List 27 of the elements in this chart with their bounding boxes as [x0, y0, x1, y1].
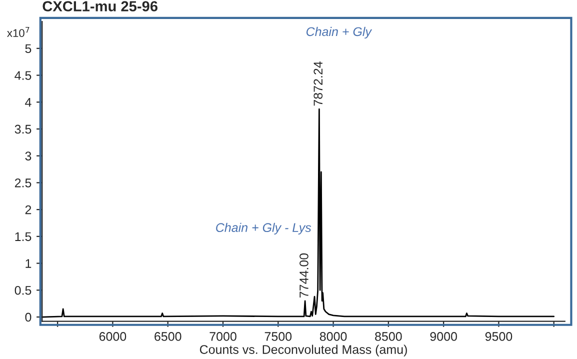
y-tick-label: 4.5	[14, 71, 32, 80]
y-tick-label: 1	[26, 259, 32, 268]
y-tick-label: 2	[25, 205, 32, 214]
annotation: 7744.00	[300, 253, 308, 298]
y-tick-label: 5	[25, 44, 32, 54]
y-tick-label: 3.5	[14, 124, 32, 134]
x-tick-label: 6500	[154, 332, 182, 341]
chart-title: CXCL1-mu 25-96	[42, 1, 158, 12]
annotation: Chain + Gly	[306, 26, 372, 39]
annotation: Chain + Gly - Lys	[216, 222, 312, 234]
y-tick-label: 0	[25, 312, 32, 322]
y-tick-label: 3	[25, 152, 32, 160]
y-tick-label: 4	[25, 98, 32, 107]
annotation: 7872.24	[314, 62, 323, 106]
line-series	[42, 108, 555, 318]
x-tick-label: 8500	[375, 332, 402, 341]
x-axis-title: Counts vs. Deconvoluted Mass (amu)	[200, 344, 407, 356]
x-tick-label: 9000	[430, 332, 457, 341]
x-tick-label: 6000	[99, 332, 126, 341]
y-axis-title: x10$^{7}$	[7, 26, 30, 38]
x-tick-label: 9500	[485, 332, 512, 341]
x-tick-label: 7500	[264, 332, 292, 341]
x-tick-label: 7000	[210, 332, 236, 341]
y-tick-label: 1.5	[15, 232, 32, 242]
y-tick-label: 0.5	[14, 286, 32, 295]
y-tick-label: 2.5	[14, 178, 32, 188]
x-tick-label: 8000	[320, 332, 347, 341]
